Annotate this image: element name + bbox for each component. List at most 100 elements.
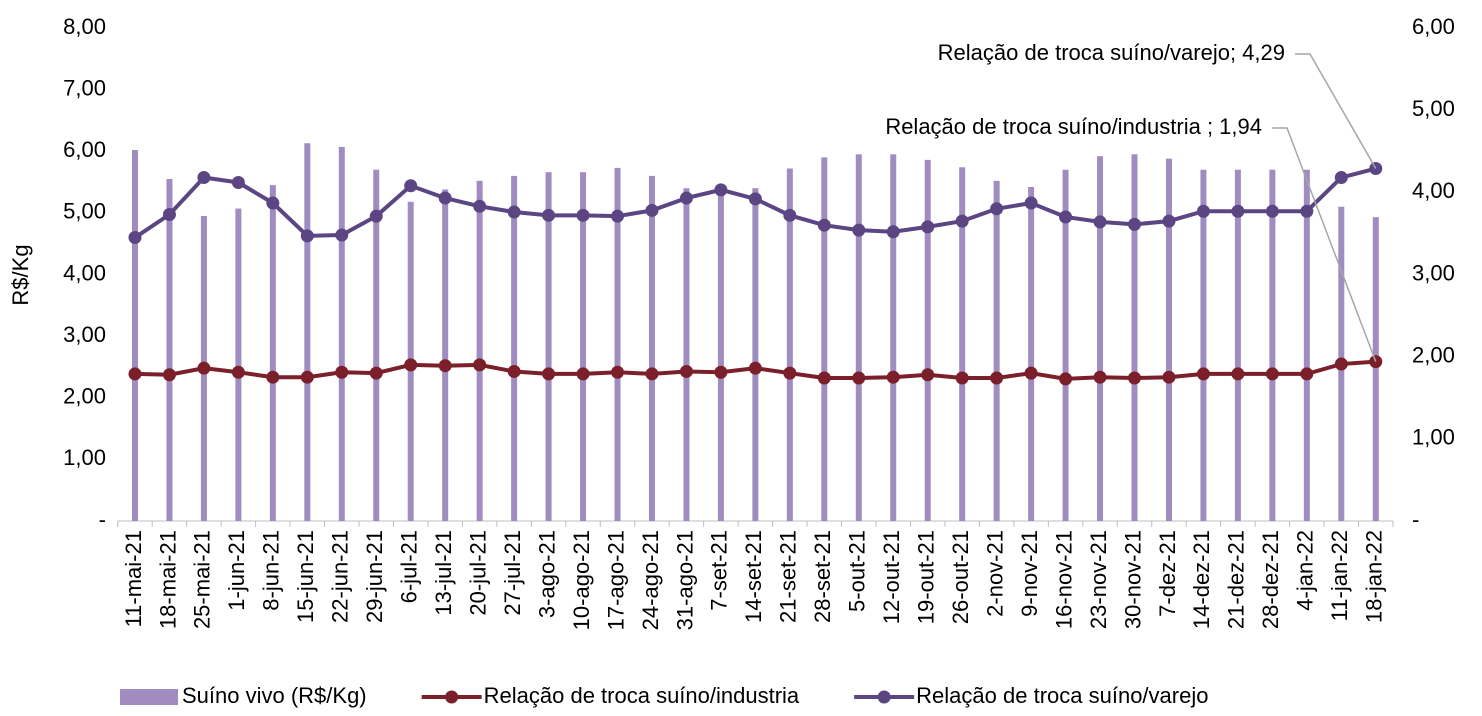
bar [614,167,621,522]
bar [580,172,587,521]
x-tick-label: 31-ago-21 [672,530,697,630]
y-tick-label: 4,00 [63,260,106,285]
legend-label: Relação de troca suíno/varejo [916,683,1208,708]
bar [442,189,449,521]
marker [1265,367,1279,381]
x-tick-label: 26-out-21 [948,530,973,624]
x-tick-label: 6-jul-21 [397,530,422,603]
marker [714,183,728,197]
x-tick-label: 22-jun-21 [328,530,353,623]
y-tick-label: 2,00 [63,384,106,409]
marker [921,220,935,234]
marker [507,364,521,378]
x-tick-label: 8-jun-21 [259,530,284,611]
marker [1162,370,1176,384]
y2-tick-label: 5,00 [1412,96,1455,121]
x-tick-label: 15-jun-21 [293,530,318,623]
bar [269,185,276,522]
bar [993,180,1000,521]
legend-swatch [120,689,178,705]
marker [542,208,556,222]
x-tick-label: 28-set-21 [810,530,835,623]
x-tick-label: 10-ago-21 [569,530,594,630]
leader-line [1295,53,1377,169]
marker [369,209,383,223]
marker [1059,372,1073,386]
x-tick-label: 2-nov-21 [982,530,1007,617]
bar [131,150,138,521]
marker [1162,214,1176,228]
marker [955,371,969,385]
bar [648,175,655,521]
x-tick-label: 1-jun-21 [224,530,249,611]
bar [235,208,242,521]
y-tick-label: 7,00 [63,75,106,100]
marker [1265,204,1279,218]
y-tick-label: - [99,507,106,532]
x-tick-label: 18-mai-21 [155,530,180,629]
bar [1131,154,1138,522]
marker [748,192,762,206]
marker [335,365,349,379]
x-tick-label: 27-jul-21 [500,530,525,616]
marker [1231,367,1245,381]
marker [1334,171,1348,185]
bar [1097,156,1104,521]
marker [1024,196,1038,210]
y2-tick-label: - [1412,507,1419,532]
y-tick-label: 8,00 [63,14,106,39]
marker [886,225,900,239]
x-tick-label: 16-nov-21 [1051,530,1076,629]
bar [373,169,380,522]
x-tick-label: 30-nov-21 [1120,530,1145,629]
marker [473,199,487,213]
marker [507,205,521,219]
marker [128,367,142,381]
marker [1128,217,1142,231]
bar [545,172,552,521]
marker [679,364,693,378]
x-tick-label: 13-jul-21 [431,530,456,616]
x-tick-label: 20-jul-21 [465,530,490,616]
bar [1028,186,1035,521]
legend-label: Suíno vivo (R$/Kg) [182,683,367,708]
marker [679,191,693,205]
y-tick-label: 3,00 [63,322,106,347]
bar [752,188,759,521]
bar [1303,169,1310,522]
x-tick-label: 14-set-21 [741,530,766,623]
legend-swatch [445,690,459,704]
marker [1093,215,1107,229]
marker [162,208,176,222]
bar [855,154,862,522]
marker [266,370,280,384]
y2-tick-label: 3,00 [1412,260,1455,285]
x-tick-label: 12-out-21 [879,530,904,624]
x-tick-label: 29-jun-21 [362,530,387,623]
x-tick-label: 7-set-21 [707,530,732,611]
marker [1059,210,1073,224]
marker [783,366,797,380]
marker [645,203,659,217]
marker [1128,371,1142,385]
bar [1234,169,1241,522]
marker [852,371,866,385]
y-tick-label: 1,00 [63,445,106,470]
bar [166,178,173,521]
marker [128,231,142,245]
bar [821,157,828,521]
marker [611,209,625,223]
marker [714,365,728,379]
marker [197,171,211,185]
marker [438,191,452,205]
bar [476,180,483,521]
x-tick-label: 21-set-21 [776,530,801,623]
marker [231,175,245,189]
marker [197,361,211,375]
x-tick-label: 11-mai-21 [121,530,146,627]
marker [1231,204,1245,218]
x-tick-label: 7-dez-21 [1155,530,1180,617]
marker [990,371,1004,385]
annotation: Relação de troca suíno/industria ; 1,94 [885,114,1262,139]
marker [162,368,176,382]
